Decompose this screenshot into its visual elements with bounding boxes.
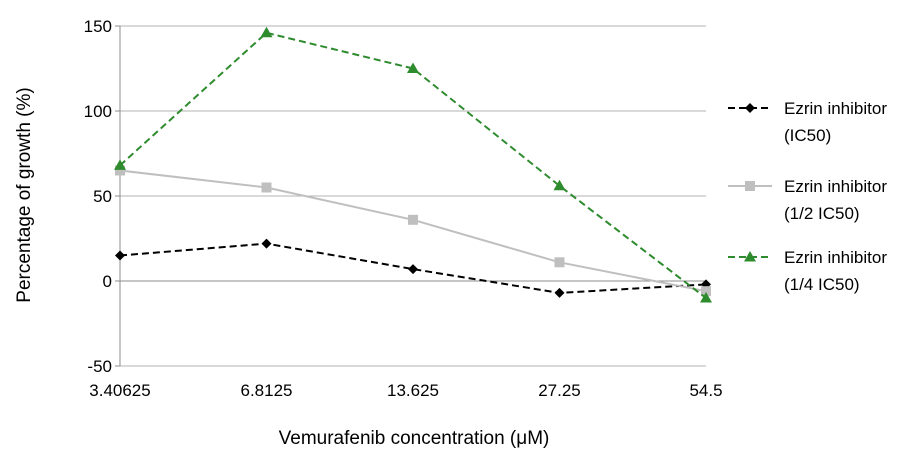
data-point — [407, 62, 419, 73]
data-point — [701, 286, 711, 297]
legend-marker — [745, 103, 755, 113]
data-point — [554, 287, 565, 298]
data-point — [408, 264, 418, 275]
x-tick-label: 54.5 — [689, 381, 722, 400]
legend-label: Ezrin inhibitor — [784, 177, 887, 196]
gridlines — [120, 25, 706, 367]
data-point — [260, 26, 273, 38]
legend-entry: Ezrin inhibitor (1/2 IC50) — [728, 177, 887, 223]
y-tick-label: 50 — [93, 187, 112, 206]
data-point — [115, 250, 125, 261]
data-point — [554, 257, 565, 268]
legend-label: Ezrin inhibitor — [784, 248, 887, 267]
y-tick-label: 150 — [84, 17, 112, 36]
data-point — [553, 179, 566, 191]
x-tick-label: 13.625 — [387, 381, 439, 400]
series-layer — [114, 26, 712, 303]
data-point — [261, 182, 272, 193]
legend-entry: Ezrin inhibitor (IC50) — [728, 99, 887, 145]
data-point — [115, 165, 125, 176]
data-point — [408, 214, 418, 225]
legend-label: Ezrin inhibitor — [784, 99, 887, 118]
legend-label: (1/2 IC50) — [784, 204, 860, 223]
legend-marker — [745, 181, 755, 191]
y-tick-label: -50 — [87, 357, 112, 376]
y-tick-label: 0 — [103, 272, 112, 291]
x-tick-label: 6.8125 — [241, 381, 293, 400]
y-tick-label: 100 — [84, 102, 112, 121]
tick-labels: -50 0 50 100 150 3.40625 6.8125 13.625 27.25 54.5 — [84, 17, 723, 400]
legend-label: (1/4 IC50) — [784, 275, 860, 294]
legend-entry: Ezrin inhibitor (1/4 IC50) — [728, 248, 887, 294]
legend-marker — [744, 251, 756, 262]
y-axis-title: Percentage of growth (%) — [14, 87, 35, 302]
axes — [115, 25, 706, 367]
legend-label: (IC50) — [784, 126, 831, 145]
data-point — [700, 292, 712, 303]
legend: Ezrin inhibitor (IC50) Ezrin inhibitor (1/2… — [728, 99, 887, 294]
x-tick-label: 3.40625 — [89, 381, 150, 400]
x-tick-label: 27.25 — [538, 381, 581, 400]
series-line — [119, 31, 707, 299]
x-axis-title: Vemurafenib concentration (μM) — [279, 428, 550, 449]
data-point — [261, 238, 272, 249]
data-point — [114, 159, 126, 170]
